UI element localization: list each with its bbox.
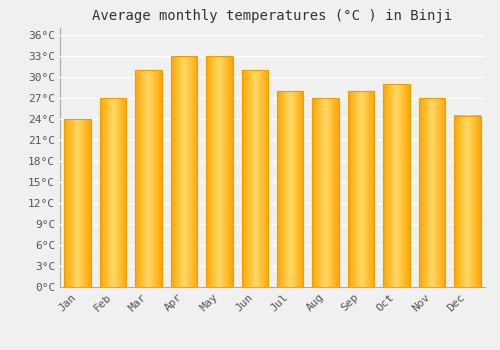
Bar xyxy=(312,98,339,287)
Bar xyxy=(242,70,268,287)
Bar xyxy=(348,91,374,287)
Bar xyxy=(277,91,303,287)
Bar xyxy=(136,70,162,287)
Title: Average monthly temperatures (°C ) in Binji: Average monthly temperatures (°C ) in Bi… xyxy=(92,9,452,23)
Bar xyxy=(418,98,445,287)
Bar xyxy=(64,119,91,287)
Bar xyxy=(383,84,409,287)
Bar xyxy=(170,56,197,287)
Bar xyxy=(454,116,480,287)
Bar xyxy=(100,98,126,287)
Bar xyxy=(206,56,233,287)
